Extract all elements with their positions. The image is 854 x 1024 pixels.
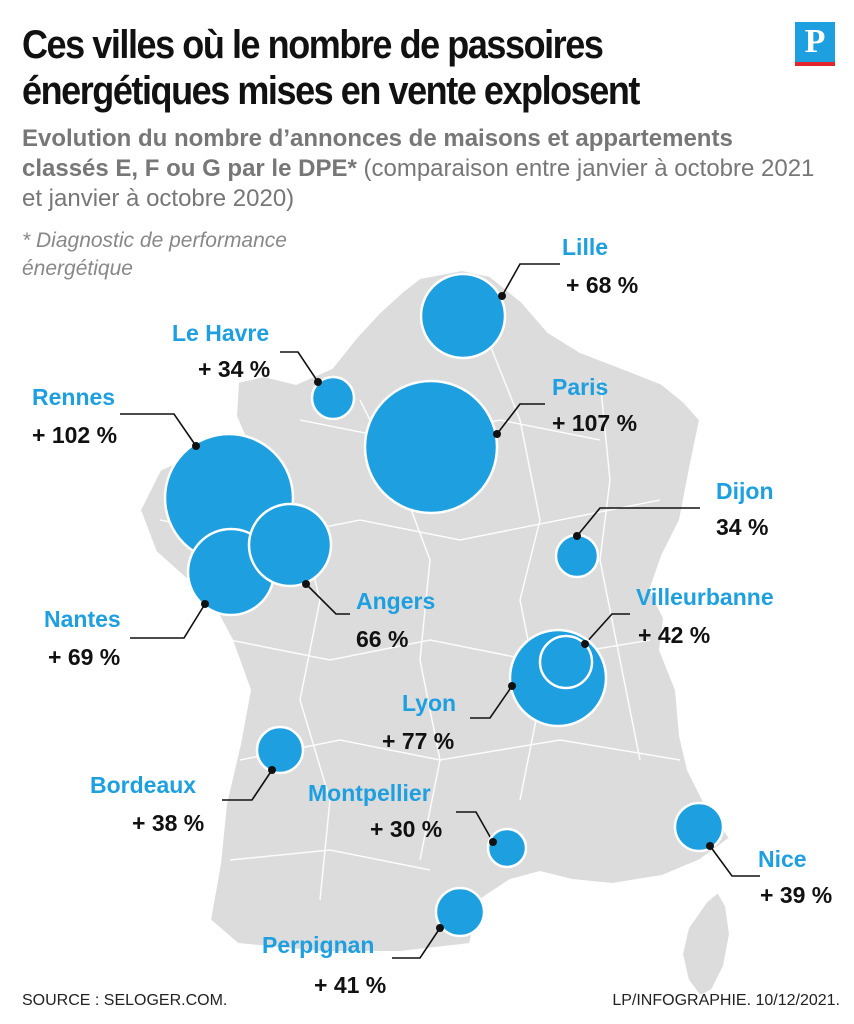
bubbles [163, 272, 725, 938]
leader-line-perpignan [392, 927, 441, 959]
subtitle-bold: Evolution du nombre d’annonces de maison… [22, 125, 733, 182]
leader-line-bordeaux [222, 769, 273, 801]
city-label-dijon: Dijon [716, 478, 774, 504]
subtitle-regular: (comparaison entre janvier à octobre 202… [22, 155, 815, 212]
value-label-villeurbanne: + 42 % [638, 622, 711, 648]
subtitle: Evolution du nombre d’annonces de maison… [22, 124, 822, 214]
value-label-lyon: + 77 % [382, 728, 455, 754]
leader-line-le-havre [280, 351, 319, 383]
leader-line-montpellier [456, 811, 494, 843]
city-label-montpellier: Montpellier [308, 780, 431, 806]
corsica [680, 890, 732, 998]
city-label-rennes: Rennes [32, 384, 116, 410]
leader-line-nice [709, 845, 760, 877]
bubble-nice [673, 801, 725, 853]
city-label-le-havre: Le Havre [172, 320, 270, 346]
value-label-montpellier: + 30 % [370, 816, 443, 842]
leader-line-lille [501, 263, 560, 297]
leader-line-rennes [120, 413, 197, 447]
bubble-angers [247, 502, 333, 588]
logo-underline [795, 62, 835, 66]
value-label-nice: + 39 % [760, 882, 833, 908]
city-label-villeurbanne: Villeurbanne [636, 584, 774, 610]
leader-line-paris [496, 403, 545, 435]
anchor-dots [192, 292, 714, 932]
city-label-nantes: Nantes [44, 606, 121, 632]
value-label-rennes: + 102 % [32, 422, 118, 448]
footnote: * Diagnostic de performance énergétique [22, 229, 287, 280]
le-parisien-logo: P [795, 22, 835, 62]
city-label-nice: Nice [758, 846, 807, 872]
leader-line-dijon [576, 507, 700, 537]
bubble-perpignan [434, 886, 486, 938]
leader-line-angers [305, 583, 350, 615]
city-label-lille: Lille [562, 234, 609, 260]
city-label-paris: Paris [552, 374, 609, 400]
source-note: SOURCE : SELOGER.COM. [22, 992, 228, 1009]
bubble-paris [363, 379, 499, 515]
bubble-lille [419, 272, 507, 360]
value-label-dijon: 34 % [716, 514, 769, 540]
value-label-perpignan: + 41 % [314, 972, 387, 998]
leader-line-nantes [130, 603, 206, 639]
page-title: Ces villes où le nombre de passoires éne… [22, 23, 640, 113]
value-label-nantes: + 69 % [48, 644, 121, 670]
city-label-lyon: Lyon [402, 690, 457, 716]
city-label-bordeaux: Bordeaux [90, 772, 197, 798]
value-label-lille: + 68 % [566, 272, 639, 298]
city-label-angers: Angers [356, 588, 436, 614]
value-label-paris: + 107 % [552, 410, 638, 436]
leader-line-villeurbanne [584, 613, 630, 645]
bubble-montpellier [486, 827, 528, 869]
bubble-dijon [554, 533, 600, 579]
credit-note: LP/INFOGRAPHIE. 10/12/2021. [612, 992, 840, 1009]
value-label-angers: 66 % [356, 626, 409, 652]
leader-line-lyon [470, 685, 513, 719]
bubble-villeurbanne [538, 634, 594, 690]
value-label-le-havre: + 34 % [198, 356, 271, 382]
bubble-bordeaux [255, 725, 305, 775]
value-label-bordeaux: + 38 % [132, 810, 205, 836]
bubble-le-havre [310, 375, 356, 421]
city-label-perpignan: Perpignan [262, 932, 375, 958]
leader-lines [120, 263, 760, 959]
